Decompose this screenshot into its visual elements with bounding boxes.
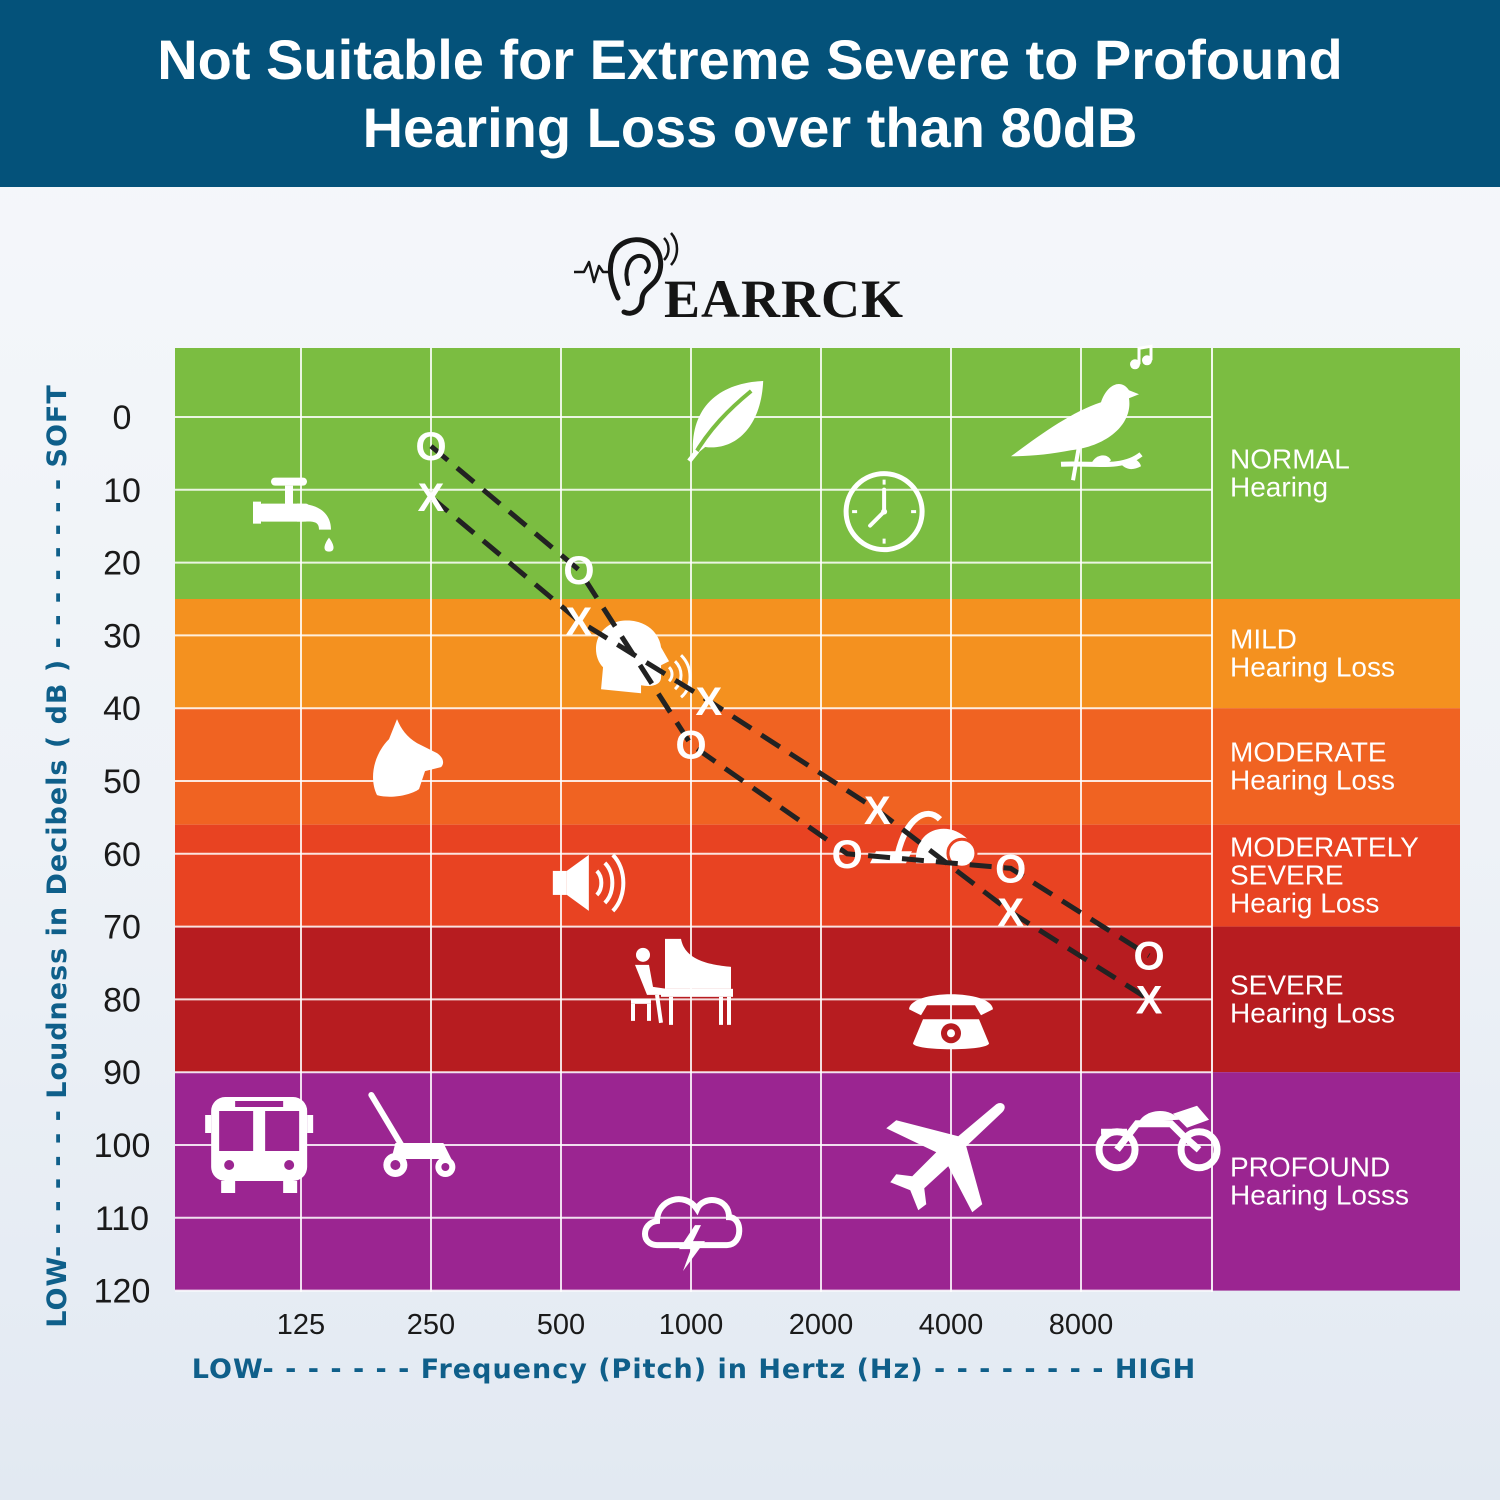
marker-x: X	[566, 600, 593, 644]
band-label: PROFOUND	[1230, 1151, 1390, 1182]
band-label: Hearing	[1230, 472, 1328, 503]
x-axis-label: LOW- - - - - - - Frequency (Pitch) in He…	[192, 1354, 1196, 1385]
marker-x: X	[997, 891, 1024, 935]
band-label: Hearing Losss	[1230, 1179, 1409, 1210]
y-tick: 40	[103, 690, 141, 728]
brand-logo: EARRCK	[572, 228, 905, 329]
y-tick: 100	[94, 1127, 151, 1165]
title-line-2: Hearing Loss over than 80dB	[362, 95, 1138, 159]
y-tick: 110	[95, 1200, 149, 1238]
marker-x: X	[1136, 978, 1163, 1022]
x-tick: 500	[537, 1309, 585, 1341]
band-label: NORMAL	[1230, 444, 1350, 475]
marker-x: X	[864, 789, 891, 833]
title-banner: Not Suitable for Extreme Severe to Profo…	[0, 0, 1500, 187]
y-tick-labels: 0 10 20 30 40 50 60 70 80 90 100 110 120	[94, 399, 151, 1311]
series-line-o	[429, 444, 1151, 958]
marker-x: X	[418, 476, 445, 520]
band-1	[175, 599, 1460, 709]
y-tick: 80	[103, 981, 141, 1019]
marker-x: X	[696, 680, 723, 724]
x-tick: 250	[407, 1309, 455, 1341]
x-tick: 8000	[1049, 1309, 1114, 1341]
y-tick: 10	[103, 472, 141, 510]
band-label: MODERATELY	[1230, 832, 1419, 863]
x-tick: 125	[277, 1309, 325, 1341]
band-label: Hearing Loss	[1230, 997, 1395, 1028]
brand-name: EARRCK	[664, 269, 905, 329]
y-axis-label: LOW- - - - - - - Loudness in Decibels ( …	[42, 384, 73, 1328]
x-tick: 2000	[789, 1309, 854, 1341]
y-tick: 50	[103, 763, 141, 801]
band-0	[175, 348, 1460, 599]
band-label: Hearing Loss	[1230, 764, 1395, 795]
marker-o: O	[832, 833, 863, 877]
marker-o: O	[675, 724, 706, 768]
y-tick: 60	[103, 836, 141, 874]
x-tick-labels: 125 250 500 1000 2000 4000 8000	[277, 1309, 1113, 1341]
marker-o: O	[1134, 935, 1165, 979]
y-tick: 20	[103, 545, 141, 583]
band-3	[175, 824, 1460, 927]
band-label: MODERATE	[1230, 736, 1387, 767]
bus-icon	[205, 1097, 314, 1193]
band-label: SEVERE	[1230, 969, 1344, 1000]
band-5	[175, 1072, 1460, 1291]
band-label: Hearig Loss	[1230, 888, 1379, 919]
band-label: MILD	[1230, 624, 1297, 655]
y-tick: 30	[103, 617, 141, 655]
title-line-1: Not Suitable for Extreme Severe to Profo…	[157, 27, 1343, 91]
x-tick: 1000	[659, 1309, 724, 1341]
y-tick: 0	[113, 399, 132, 437]
ear-icon	[574, 232, 679, 316]
x-tick: 4000	[919, 1309, 984, 1341]
marker-o: O	[563, 549, 594, 593]
y-tick: 120	[94, 1273, 151, 1311]
grid-lines	[175, 348, 1213, 1292]
marker-o: O	[995, 847, 1026, 891]
y-tick: 90	[103, 1054, 141, 1092]
band-label: SEVERE	[1230, 860, 1344, 891]
band-label: Hearing Loss	[1230, 652, 1395, 683]
marker-o: O	[415, 425, 446, 469]
series-line-x	[429, 495, 1151, 1002]
y-tick: 70	[103, 909, 141, 947]
